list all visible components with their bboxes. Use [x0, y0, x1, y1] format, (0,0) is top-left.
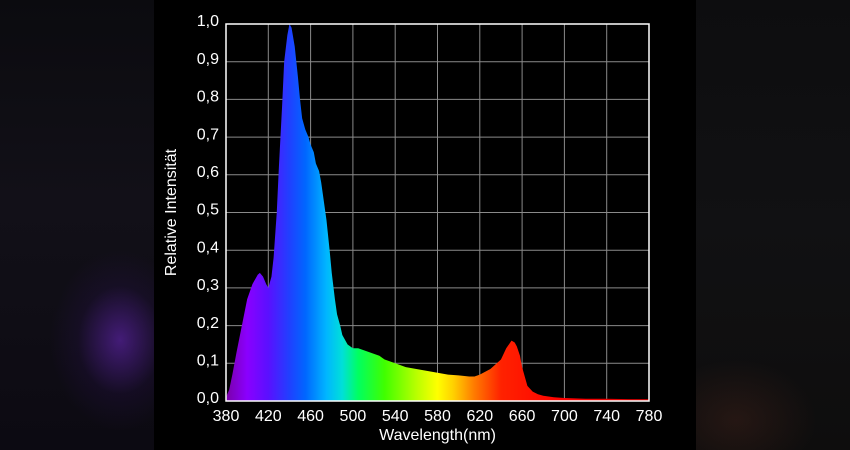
- x-tick-label: 700: [551, 408, 578, 425]
- x-tick-label: 500: [340, 408, 367, 425]
- x-tick-label: 660: [509, 408, 536, 425]
- y-tick-label: 0,3: [197, 277, 219, 294]
- y-tick-label: 0,6: [197, 164, 219, 181]
- y-tick-label: 0,8: [197, 89, 219, 106]
- x-tick-label: 540: [382, 408, 409, 425]
- x-tick-label: 740: [593, 408, 620, 425]
- y-axis-label: Relative Intensität: [163, 148, 180, 276]
- y-tick-label: 0,1: [197, 353, 219, 370]
- y-axis-ticks: 0,0 0,1 0,2 0,3 0,4 0,5 0,6 0,7 0,8 0,9 1,0: [197, 13, 219, 407]
- spectrum-chart: 0,0 0,1 0,2 0,3 0,4 0,5 0,6 0,7 0,8 0,9 1,0 380 420…: [163, 13, 663, 444]
- x-tick-label: 620: [466, 408, 493, 425]
- y-tick-label: 0,9: [197, 51, 219, 68]
- x-tick-label: 420: [255, 408, 282, 425]
- x-tick-label: 780: [636, 408, 663, 425]
- x-axis-label: Wavelength(nm): [379, 427, 496, 444]
- blurred-background-right: [696, 0, 850, 450]
- x-tick-label: 460: [297, 408, 324, 425]
- y-tick-label: 0,0: [197, 390, 219, 407]
- y-tick-label: 0,5: [197, 202, 219, 219]
- x-tick-label: 380: [213, 408, 240, 425]
- y-tick-label: 0,2: [197, 315, 219, 332]
- x-axis-ticks: 380 420 460 500 540 580 620 660 700 740 780: [213, 408, 663, 425]
- y-tick-label: 1,0: [197, 13, 219, 30]
- spectrum-area: [226, 24, 649, 401]
- chart-panel: 0,0 0,1 0,2 0,3 0,4 0,5 0,6 0,7 0,8 0,9 1,0 380 420…: [154, 0, 696, 450]
- blurred-background-left: [0, 0, 154, 450]
- plot-frame: [225, 23, 650, 402]
- y-tick-label: 0,7: [197, 126, 219, 143]
- x-tick-label: 580: [424, 408, 451, 425]
- y-tick-label: 0,4: [197, 239, 219, 256]
